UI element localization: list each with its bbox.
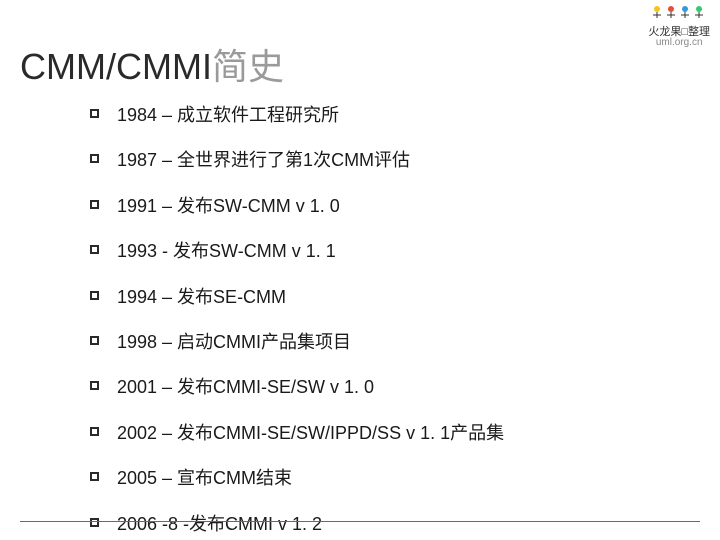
list-item-text: 2005 – 宣布CMM结束 — [117, 467, 292, 490]
list-item: 2005 – 宣布CMM结束 — [90, 467, 680, 490]
list-item: 1998 – 启动CMMI产品集项目 — [90, 331, 680, 354]
square-bullet-icon — [90, 245, 99, 254]
list-item: 2006 -8 -发布CMMI v 1. 2 — [90, 513, 680, 536]
square-bullet-icon — [90, 200, 99, 209]
title-latin: CMM/CMMI — [20, 46, 212, 87]
square-bullet-icon — [90, 291, 99, 300]
list-item: 1987 – 全世界进行了第1次CMM评估 — [90, 149, 680, 172]
list-item-text: 1994 – 发布SE-CMM — [117, 286, 286, 309]
list-item: 1984 – 成立软件工程研究所 — [90, 104, 680, 127]
square-bullet-icon — [90, 154, 99, 163]
list-item: 1993 - 发布SW-CMM v 1. 1 — [90, 240, 680, 263]
list-item: 2001 – 发布CMMI-SE/SW v 1. 0 — [90, 376, 680, 399]
title-cjk: 简史 — [212, 46, 284, 87]
square-bullet-icon — [90, 381, 99, 390]
list-item: 1991 – 发布SW-CMM v 1. 0 — [90, 195, 680, 218]
square-bullet-icon — [90, 518, 99, 527]
logo-figures-icon — [648, 4, 710, 25]
list-item-text: 1984 – 成立软件工程研究所 — [117, 104, 339, 127]
list-item-text: 1993 - 发布SW-CMM v 1. 1 — [117, 240, 336, 263]
list-item-text: 2006 -8 -发布CMMI v 1. 2 — [117, 513, 322, 536]
list-item-text: 2001 – 发布CMMI-SE/SW v 1. 0 — [117, 376, 374, 399]
list-item-text: 1987 – 全世界进行了第1次CMM评估 — [117, 149, 410, 172]
square-bullet-icon — [90, 336, 99, 345]
list-item-text: 1998 – 启动CMMI产品集项目 — [117, 331, 351, 354]
list-item: 2002 – 发布CMMI-SE/SW/IPPD/SS v 1. 1产品集 — [90, 422, 680, 445]
logo-block: 火龙果□整理 uml.org.cn — [648, 4, 710, 48]
slide-title: CMM/CMMI简史 — [20, 38, 284, 90]
square-bullet-icon — [90, 109, 99, 118]
list-item-text: 1991 – 发布SW-CMM v 1. 0 — [117, 195, 340, 218]
list-item-text: 2002 – 发布CMMI-SE/SW/IPPD/SS v 1. 1产品集 — [117, 422, 504, 445]
timeline-list: 1984 – 成立软件工程研究所 1987 – 全世界进行了第1次CMM评估 1… — [90, 104, 680, 540]
list-item: 1994 – 发布SE-CMM — [90, 286, 680, 309]
square-bullet-icon — [90, 427, 99, 436]
footer-divider — [20, 521, 700, 522]
square-bullet-icon — [90, 472, 99, 481]
logo-url: uml.org.cn — [648, 37, 710, 48]
